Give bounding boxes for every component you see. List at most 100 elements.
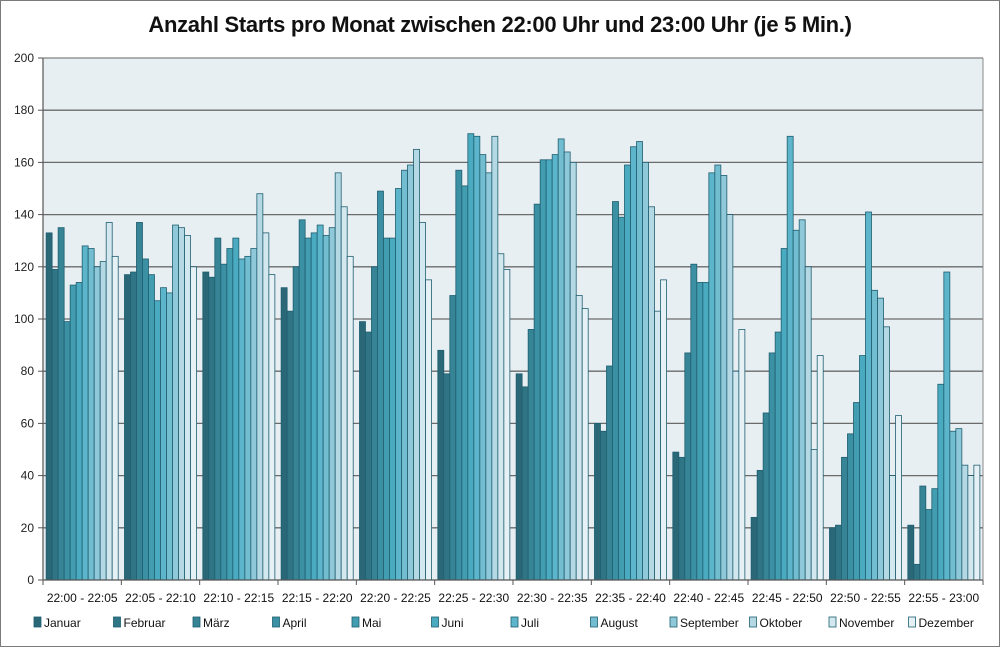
bar-dezember-2 — [190, 266, 197, 581]
bar-dezember-9 — [738, 329, 746, 581]
bar-januar-3 — [202, 271, 210, 581]
bar-august-5 — [401, 169, 408, 581]
legend-swatch — [749, 616, 757, 628]
bar-august-2 — [166, 292, 173, 581]
bar-februar-9 — [678, 456, 686, 581]
bar-januar-4 — [280, 287, 288, 581]
y-tick-label: 0 — [27, 573, 34, 587]
legend-item-april: April — [272, 616, 307, 630]
bar-märz-8 — [606, 365, 613, 581]
bar-märz-9 — [684, 352, 692, 581]
bar-september-10 — [798, 219, 806, 581]
bar-september-2 — [172, 224, 179, 581]
bar-november-2 — [184, 235, 191, 581]
legend-label: Dezember — [919, 616, 974, 630]
bar-april-12 — [925, 509, 933, 581]
y-tick-label: 120 — [14, 260, 34, 274]
bar-februar-7 — [521, 386, 529, 581]
bar-august-9 — [714, 164, 722, 581]
bar-juli-5 — [395, 188, 402, 581]
legend-label: Oktober — [760, 616, 803, 630]
bar-mai-8 — [618, 216, 625, 581]
bar-dezember-5 — [425, 279, 432, 581]
bar-januar-8 — [594, 422, 601, 581]
bar-januar-6 — [437, 349, 445, 581]
bar-august-11 — [871, 289, 878, 581]
bar-juni-7 — [545, 159, 553, 581]
legend-item-november: November — [828, 616, 894, 630]
bar-januar-12 — [907, 524, 915, 581]
bar-oktober-2 — [178, 227, 185, 581]
x-tick-label: 22:50 - 22:55 — [830, 591, 901, 605]
bar-november-4 — [340, 206, 348, 581]
bar-märz-5 — [371, 266, 378, 581]
bar-mai-9 — [696, 282, 704, 581]
bar-märz-11 — [841, 456, 848, 581]
bar-august-10 — [792, 229, 800, 581]
bar-oktober-8 — [648, 206, 655, 581]
x-tick-label: 22:15 - 22:20 — [282, 591, 353, 605]
y-tick-label: 40 — [21, 469, 35, 483]
bar-mai-4 — [304, 237, 312, 581]
bar-juli-8 — [630, 146, 637, 581]
bar-november-1 — [105, 222, 113, 581]
bar-januar-9 — [672, 451, 680, 581]
legend-item-februar: Februar — [113, 616, 166, 630]
legend-item-januar: Januar — [33, 616, 81, 630]
x-tick-label: 22:55 - 23:00 — [908, 591, 979, 605]
legend: Januar Februar März April Mai Juni Juli August S… — [33, 616, 974, 630]
bar-oktober-1 — [99, 261, 107, 581]
bar-august-7 — [557, 138, 565, 581]
bar-juli-10 — [786, 135, 794, 581]
x-tick-label: 22:40 - 22:45 — [673, 591, 744, 605]
bar-juli-2 — [160, 287, 167, 581]
bar-oktober-3 — [256, 193, 264, 581]
bar-april-10 — [768, 352, 776, 581]
bar-dezember-3 — [268, 274, 276, 581]
y-tick-label: 180 — [14, 103, 34, 117]
bar-november-11 — [889, 475, 896, 581]
legend-swatch — [33, 616, 42, 628]
bar-mai-11 — [853, 402, 860, 581]
legend-label: März — [203, 616, 230, 630]
bar-januar-7 — [515, 373, 523, 581]
bar-dezember-12 — [973, 464, 981, 581]
bar-juli-3 — [238, 258, 246, 581]
legend-item-juli: Juli — [510, 616, 539, 630]
bar-februar-4 — [286, 310, 294, 581]
legend-swatch — [828, 616, 837, 628]
bar-januar-5 — [359, 321, 366, 581]
bar-april-3 — [220, 263, 228, 581]
bar-juni-8 — [624, 164, 631, 581]
x-tick-label: 22:25 - 22:30 — [438, 591, 509, 605]
bar-juni-11 — [859, 355, 866, 581]
bar-juni-6 — [467, 133, 475, 581]
bar-juni-1 — [75, 282, 83, 581]
bar-august-6 — [479, 154, 487, 581]
legend-swatch — [192, 616, 201, 628]
bar-februar-8 — [600, 430, 607, 581]
chart-title: Anzahl Starts pro Monat zwischen 22:00 U… — [148, 12, 852, 37]
bar-februar-5 — [365, 331, 372, 581]
bar-dezember-1 — [111, 255, 119, 581]
bar-juni-10 — [780, 248, 788, 581]
bar-mai-12 — [931, 488, 939, 581]
legend-label: Januar — [44, 616, 81, 630]
bar-juli-4 — [316, 224, 324, 581]
bar-februar-1 — [51, 269, 59, 581]
bar-april-9 — [690, 263, 698, 581]
bar-august-12 — [949, 430, 957, 581]
y-tick-labels: 0 20 40 60 80 100 120 140 160 180 200 — [14, 51, 34, 587]
bar-september-6 — [485, 172, 493, 581]
legend-item-september: September — [669, 616, 739, 630]
bar-februar-10 — [756, 469, 764, 581]
bar-märz-4 — [292, 266, 300, 581]
legend-swatch — [669, 616, 678, 628]
bar-juli-6 — [473, 135, 481, 581]
bar-oktober-11 — [883, 326, 890, 581]
bar-september-3 — [250, 248, 258, 581]
y-tick-label: 100 — [14, 312, 34, 326]
bar-dezember-7 — [581, 308, 589, 581]
bar-dezember-6 — [503, 269, 511, 581]
legend-swatch — [510, 616, 519, 628]
